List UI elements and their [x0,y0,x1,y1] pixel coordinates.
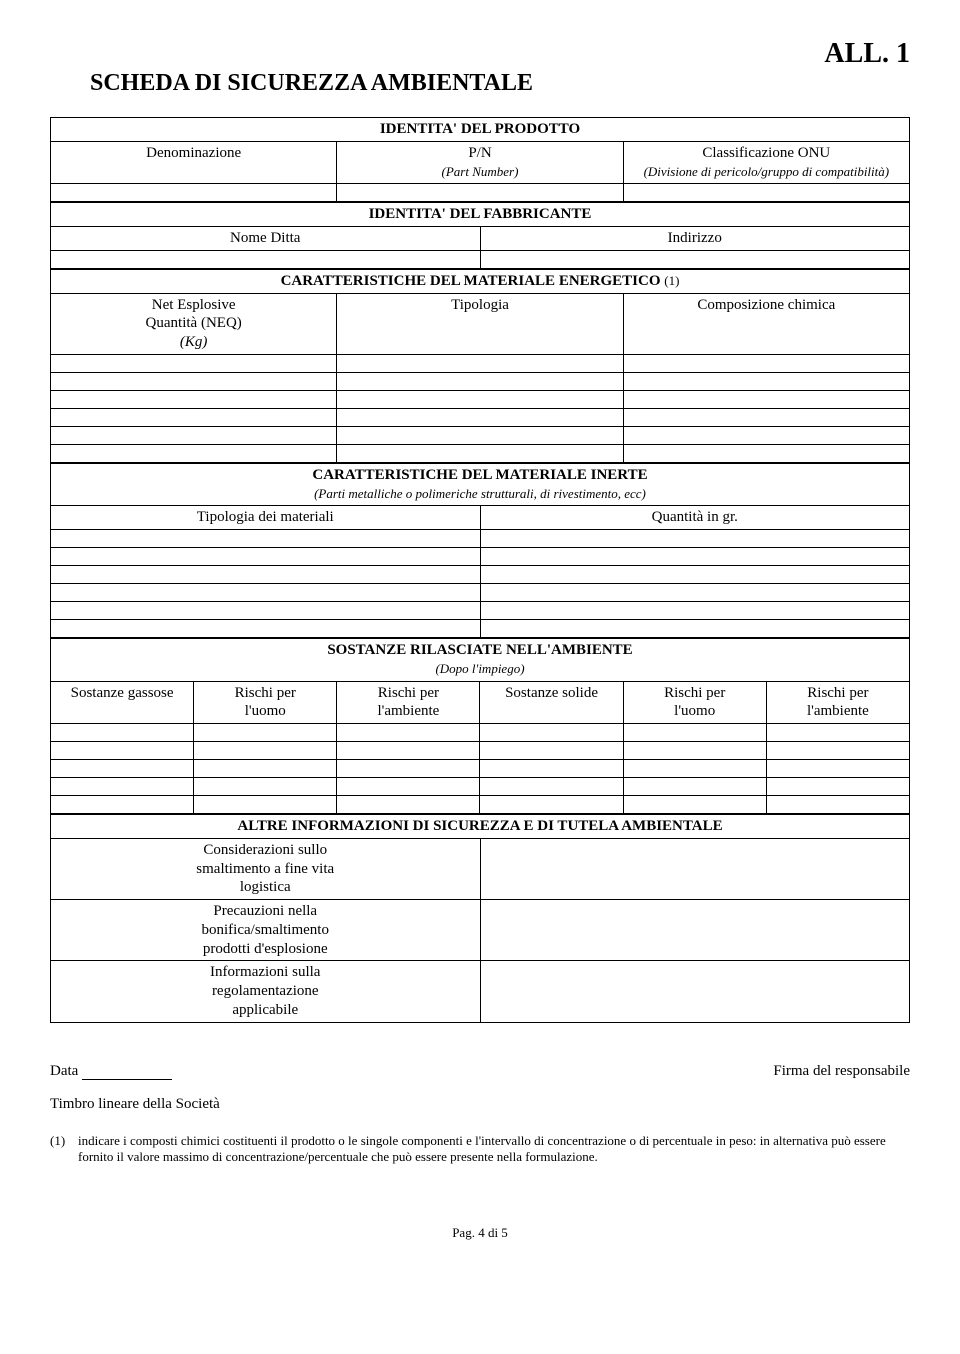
s5-col6a: Rischi per [807,685,868,701]
data-label: Data [50,1063,78,1079]
s3-empty-5 [51,426,910,444]
footnote: (1) indicare i composti chimici costitue… [50,1133,910,1165]
sostanze-rilasciate-table: SOSTANZE RILASCIATE NELL'AMBIENTE (Dopo … [50,638,910,814]
s5-col1: Sostanze gassose [51,681,194,724]
s5-col2b: l'uomo [245,703,286,719]
s6-row2-value [480,900,910,961]
s1-col3: Classificazione ONU (Divisione di perico… [623,141,909,184]
s5-empty-4 [51,778,910,796]
section6-title: ALTRE INFORMAZIONI DI SICUREZZA E DI TUT… [51,815,910,839]
s2-empty-row [51,250,910,268]
s6-r2a: Precauzioni nella [213,903,317,919]
footnote-text: indicare i composti chimici costituenti … [78,1133,910,1165]
s5-col2: Rischi per l'uomo [194,681,337,724]
s4-empty-4 [51,584,910,602]
s6-r3c: applicabile [232,1002,298,1018]
s6-row3-label: Informazioni sulla regolamentazione appl… [51,961,481,1022]
section1-title: IDENTITA' DEL PRODOTTO [51,118,910,142]
footer-row-1: Data Firma del responsabile [50,1063,910,1080]
s4-empty-5 [51,602,910,620]
s3-col1: Net Esplosive Quantità (NEQ) (Kg) [51,293,337,354]
page-title: SCHEDA DI SICUREZZA AMBIENTALE [50,70,910,97]
page-number: Pag. 4 di 5 [50,1225,910,1241]
s1-empty-row [51,184,910,202]
s6-r3b: regolamentazione [212,983,319,999]
s3-empty-6 [51,444,910,462]
data-field: Data [50,1063,172,1080]
s3-empty-4 [51,408,910,426]
s5-col3: Rischi per l'ambiente [337,681,480,724]
s1-col1: Denominazione [51,141,337,184]
s4-empty-3 [51,566,910,584]
s3-col3: Composizione chimica [623,293,909,354]
s3-empty-2 [51,372,910,390]
s1-col2-line1: P/N [468,145,491,161]
s5-col5: Rischi per l'uomo [623,681,766,724]
s3-empty-1 [51,354,910,372]
s5-title: SOSTANZE RILASCIATE NELL'AMBIENTE [327,642,632,658]
s3-col1-c: (Kg) [180,334,208,350]
s6-r1b: smaltimento a fine vita [196,861,334,877]
s1-col3-line2: (Divisione di pericolo/gruppo di compati… [644,164,890,179]
s6-r2c: prodotti d'esplosione [203,941,328,957]
s4-empty-1 [51,530,910,548]
s6-row2-label: Precauzioni nella bonifica/smaltimento p… [51,900,481,961]
s3-title-b: (1) [664,273,679,288]
s5-col5a: Rischi per [664,685,725,701]
materiale-energetico-table: CARATTERISTICHE DEL MATERIALE ENERGETICO… [50,269,910,463]
s5-empty-3 [51,760,910,778]
s5-col4: Sostanze solide [480,681,623,724]
s5-empty-5 [51,796,910,814]
footnote-num: (1) [50,1133,78,1165]
section3-title: CARATTERISTICHE DEL MATERIALE ENERGETICO… [51,269,910,293]
s6-row1-label: Considerazioni sullo smaltimento a fine … [51,838,481,899]
s6-row1-value [480,838,910,899]
s5-col5b: l'uomo [674,703,715,719]
s5-empty-2 [51,742,910,760]
s6-r1c: logistica [240,879,291,895]
s5-subtitle: (Dopo l'impiego) [435,661,524,676]
s3-col1-b: Quantità (NEQ) [146,315,242,331]
s4-empty-6 [51,620,910,638]
s5-col3a: Rischi per [378,685,439,701]
section4-header: CARATTERISTICHE DEL MATERIALE INERTE (Pa… [51,463,910,506]
s5-col6: Rischi per l'ambiente [766,681,909,724]
s5-empty-1 [51,724,910,742]
s6-r2b: bonifica/smaltimento [202,922,329,938]
s2-col1: Nome Ditta [51,227,481,251]
footer-area: Data Firma del responsabile Timbro linea… [50,1063,910,1165]
s4-title: CARATTERISTICHE DEL MATERIALE INERTE [312,467,647,483]
timbro-label: Timbro lineare della Società [50,1096,910,1113]
s3-col2: Tipologia [337,293,623,354]
s4-col2: Quantità in gr. [480,506,910,530]
materiale-inerte-table: CARATTERISTICHE DEL MATERIALE INERTE (Pa… [50,463,910,638]
s3-empty-3 [51,390,910,408]
firma-label: Firma del responsabile [773,1063,910,1080]
s3-title-a: CARATTERISTICHE DEL MATERIALE ENERGETICO [281,273,665,289]
section2-title: IDENTITA' DEL FABBRICANTE [51,203,910,227]
s5-col2a: Rischi per [235,685,296,701]
identita-prodotto-table: IDENTITA' DEL PRODOTTO Denominazione P/N… [50,117,910,202]
s2-col2: Indirizzo [480,227,910,251]
page-header: ALL. 1 SCHEDA DI SICUREZZA AMBIENTALE [50,40,910,97]
identita-fabbricante-table: IDENTITA' DEL FABBRICANTE Nome Ditta Ind… [50,202,910,269]
s4-col1: Tipologia dei materiali [51,506,481,530]
s5-col6b: l'ambiente [807,703,869,719]
s4-empty-2 [51,548,910,566]
s6-row3-value [480,961,910,1022]
s4-subtitle: (Parti metalliche o polimeriche struttur… [314,486,646,501]
s5-col3b: l'ambiente [377,703,439,719]
attachment-label: ALL. 1 [50,40,910,68]
s1-col2: P/N (Part Number) [337,141,623,184]
s1-col3-line1: Classificazione ONU [702,145,830,161]
s3-col1-a: Net Esplosive [152,297,236,313]
s1-col2-line2: (Part Number) [442,164,519,179]
s6-r3a: Informazioni sulla [210,964,320,980]
data-underline [82,1066,172,1080]
s6-r1a: Considerazioni sullo [203,842,327,858]
altre-informazioni-table: ALTRE INFORMAZIONI DI SICUREZZA E DI TUT… [50,814,910,1023]
section5-header: SOSTANZE RILASCIATE NELL'AMBIENTE (Dopo … [51,639,910,682]
